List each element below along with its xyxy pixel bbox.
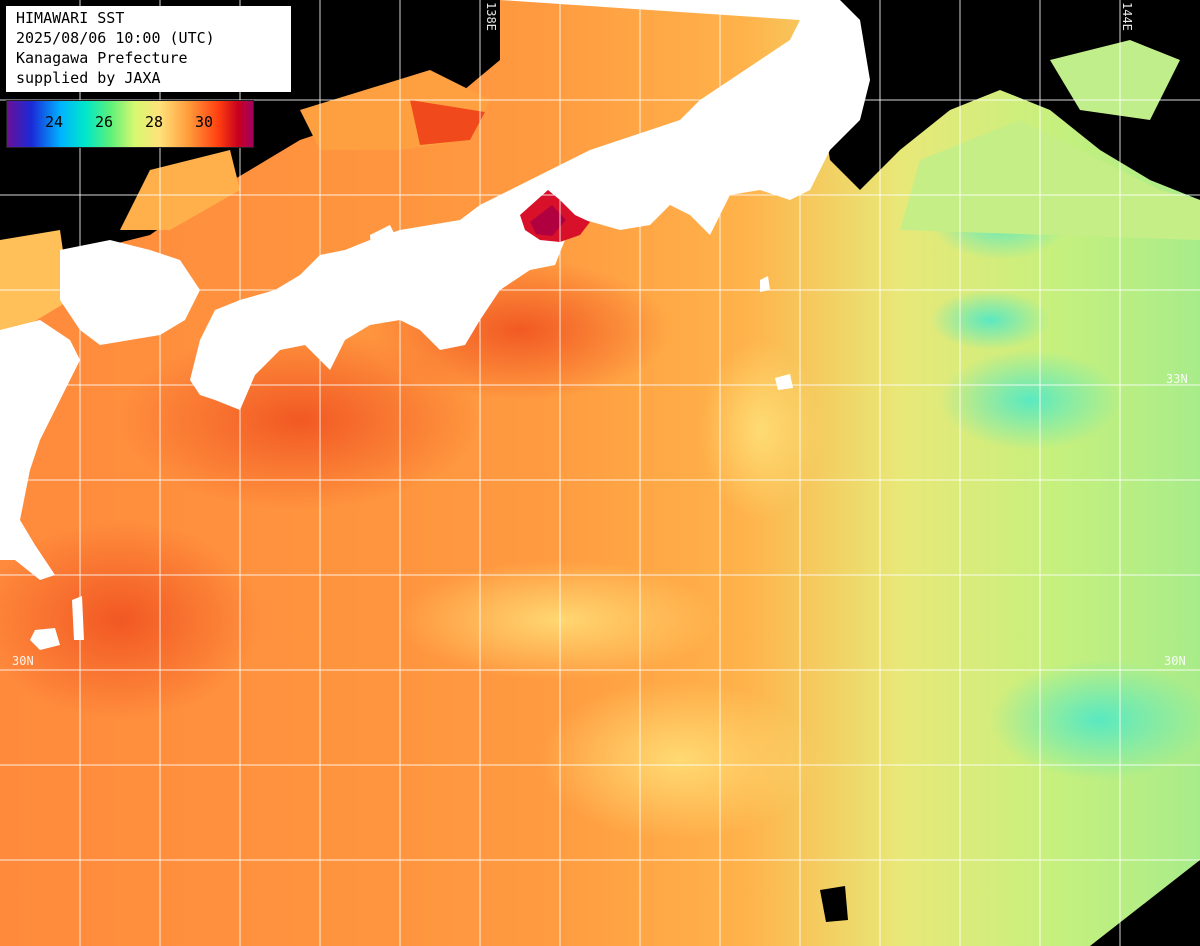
lat-label-33n-right: 33N	[1166, 372, 1188, 386]
source-credit: supplied by JAXA	[16, 69, 161, 87]
legend-tick-26: 26	[95, 113, 114, 131]
bay-hotspot	[520, 190, 590, 242]
product-title: HIMAWARI SST	[16, 9, 125, 27]
legend-colorbar	[7, 101, 253, 147]
title-box: HIMAWARI SST 2025/08/06 10:00 (UTC) Kana…	[6, 6, 291, 92]
legend-tick-24: 24	[45, 113, 64, 131]
lat-label-33n-left: 33N	[14, 372, 36, 386]
timestamp: 2025/08/06 10:00 (UTC)	[16, 29, 215, 47]
lat-label-30n-left: 30N	[12, 654, 34, 668]
color-legend: 24 26 28 30	[6, 100, 254, 148]
legend-tick-28: 28	[145, 113, 164, 131]
lat-label-30n-right: 30N	[1164, 654, 1186, 668]
lon-label-138e: 138E	[484, 2, 498, 31]
lon-label-144e: 144E	[1120, 2, 1134, 31]
legend-tick-30: 30	[195, 113, 214, 131]
region-label: Kanagawa Prefecture	[16, 49, 188, 67]
